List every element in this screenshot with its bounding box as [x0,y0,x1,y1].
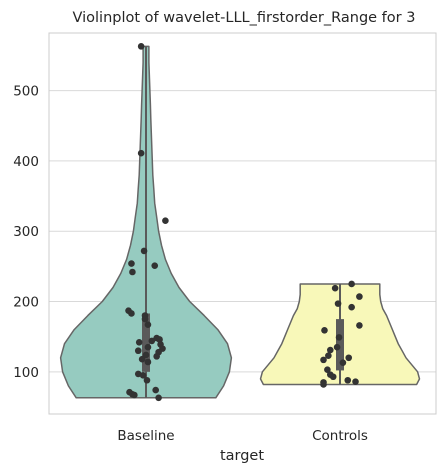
data-point [153,353,160,360]
y-tick-label: 200 [13,295,39,311]
data-point [339,359,347,366]
strip-points [125,43,363,402]
data-point [155,394,162,402]
data-point [320,381,327,388]
data-point [137,149,145,157]
y-tick-labels: 100 200 300 400 500 [13,84,39,381]
data-point [135,338,143,346]
iqr-box-baseline [142,313,150,372]
data-point [324,366,331,374]
x-axis-label: target [220,448,264,464]
data-point [131,391,138,399]
data-point [335,334,343,341]
data-point [331,284,339,292]
data-point [356,322,363,329]
data-point [348,303,355,311]
data-point [144,321,152,329]
data-point [139,372,147,379]
data-point [141,315,149,323]
data-point [334,300,342,307]
data-point [128,310,135,317]
data-point [325,352,332,359]
x-tick-label-controls: Controls [312,428,368,444]
y-tick-label: 300 [13,224,39,240]
data-point [134,347,142,355]
plot-frame [48,32,437,415]
data-point [143,376,151,384]
data-point [142,351,150,359]
data-point [129,268,136,276]
x-tick-label-baseline: Baseline [117,428,174,444]
data-point [144,343,152,351]
data-point [348,280,355,288]
data-point [344,376,352,384]
inner-boxes [142,46,344,398]
data-point [321,327,328,334]
data-point [329,373,337,381]
data-point [345,354,353,362]
data-point [128,260,135,267]
data-point [152,386,159,394]
data-point [352,378,359,385]
y-tick-label: 400 [13,154,39,170]
y-tick-label: 100 [13,365,39,381]
data-point [156,336,163,343]
y-tick-label: 500 [13,84,39,100]
data-point [327,346,334,354]
data-point [138,355,146,363]
data-point [333,343,341,351]
x-tick-labels: Baseline Controls [117,428,368,444]
data-point [137,43,145,50]
data-point [148,337,156,345]
data-point [144,358,152,366]
data-point [162,217,169,224]
violins [59,45,421,399]
chart-title: Violinplot of wavelet-LLL_firstorder_Ran… [73,10,416,26]
data-point [140,247,148,255]
data-point [151,262,159,269]
iqr-box-controls [336,319,344,371]
data-point [320,356,327,364]
data-point [356,293,363,300]
